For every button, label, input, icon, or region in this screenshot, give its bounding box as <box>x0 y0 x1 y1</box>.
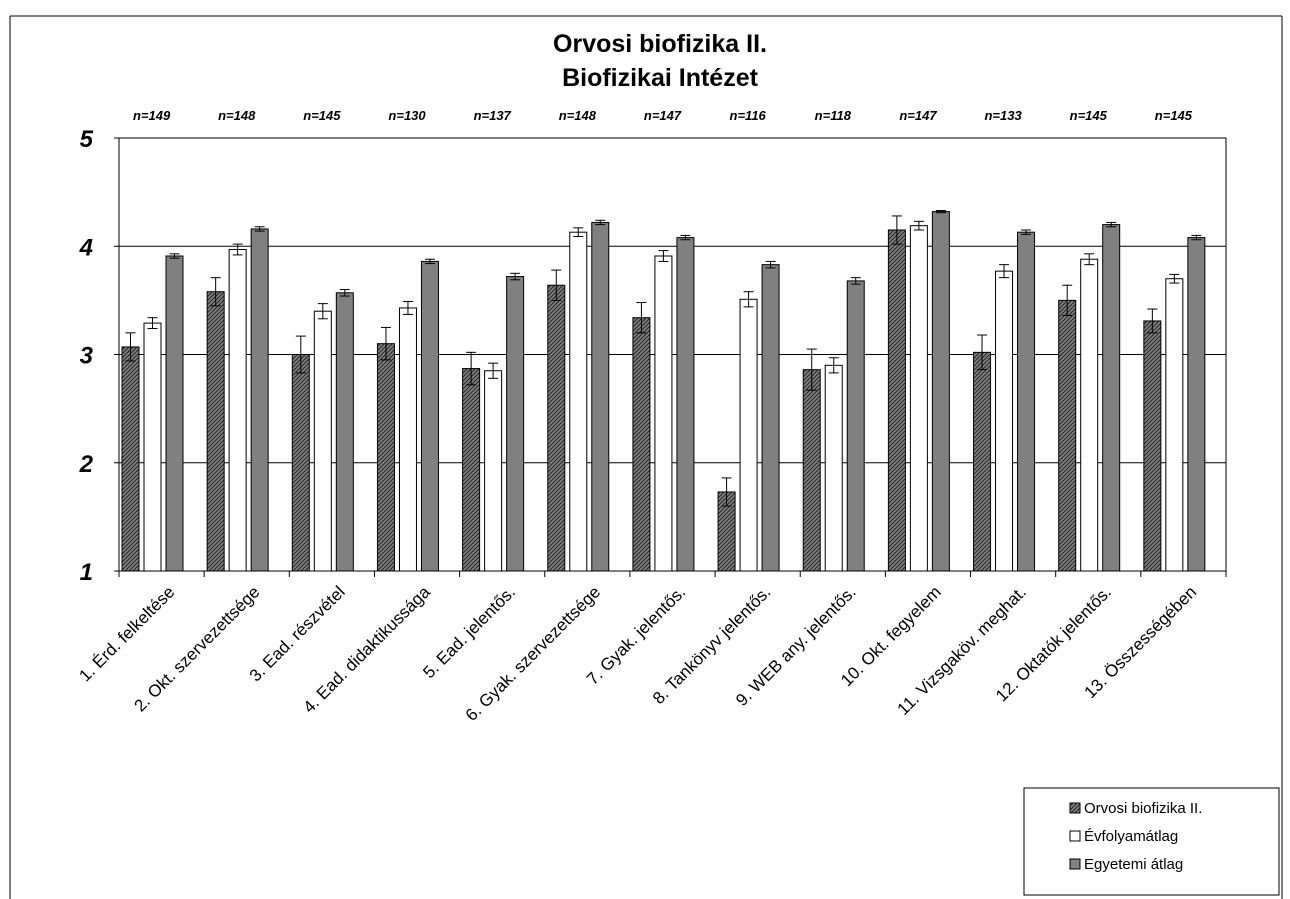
bar-series-2-4 <box>398 307 417 572</box>
x-tick-label-5: 5. Ead. jelentős. <box>419 582 519 682</box>
bar-series-2-6 <box>569 231 588 572</box>
bar-series-3-6 <box>591 221 610 572</box>
n-label-13: n=145 <box>1155 108 1193 123</box>
legend: Orvosi biofizika II. Évfolyamátlag Egyetem… <box>1023 787 1280 896</box>
bar-series-3-10 <box>931 211 950 572</box>
y-tick-label: 3 <box>80 343 94 370</box>
bar-series-3-2 <box>250 228 269 572</box>
legend-label-2: Évfolyamátlag <box>1084 828 1178 845</box>
bar-series-2-13 <box>1165 278 1184 572</box>
chart-title-line-2: Biofizikai Intézet <box>562 64 759 92</box>
bar-series-3-12 <box>1102 224 1121 572</box>
legend-label-3: Egyetemi átlag <box>1084 856 1183 873</box>
legend-box <box>1023 787 1280 896</box>
bar-series-3-7 <box>676 237 695 572</box>
n-label-6: n=148 <box>559 108 597 123</box>
n-label-8: n=116 <box>730 108 767 123</box>
bar-series-2-7 <box>654 255 673 572</box>
bar-series-1-11 <box>973 351 992 572</box>
n-label-4: n=130 <box>388 108 426 123</box>
bar-series-1-3 <box>291 354 310 572</box>
y-tick-label: 5 <box>80 126 94 153</box>
n-label-12: n=145 <box>1070 108 1108 123</box>
bar-series-2-8 <box>739 298 758 572</box>
n-label-7: n=147 <box>644 108 682 123</box>
bar-series-2-12 <box>1080 258 1099 572</box>
bar-series-3-9 <box>846 280 865 572</box>
bar-series-2-9 <box>824 364 843 572</box>
legend-swatch-3 <box>1069 858 1081 870</box>
bar-series-3-1 <box>165 255 184 572</box>
bar-series-3-11 <box>1017 231 1036 572</box>
bar-series-3-8 <box>761 264 780 572</box>
bar-series-3-3 <box>335 292 354 572</box>
bar-series-2-10 <box>909 225 928 572</box>
n-label-9: n=118 <box>815 108 852 123</box>
bar-series-1-10 <box>887 229 906 572</box>
n-label-2: n=148 <box>218 108 256 123</box>
bar-series-1-12 <box>1058 299 1077 572</box>
bar-series-1-13 <box>1143 320 1162 572</box>
bar-series-2-5 <box>484 370 503 572</box>
bar-series-3-4 <box>420 260 439 572</box>
bar-series-1-5 <box>462 368 481 572</box>
bar-series-1-1 <box>121 346 140 572</box>
bar-series-2-11 <box>995 270 1014 572</box>
bar-series-1-7 <box>632 317 651 572</box>
n-label-10: n=147 <box>899 108 937 123</box>
y-tick-label: 2 <box>79 451 94 478</box>
n-label-3: n=145 <box>303 108 341 123</box>
chart-title-line-1: Orvosi biofizika II. <box>553 30 767 58</box>
n-label-11: n=133 <box>984 108 1022 123</box>
bar-series-1-6 <box>547 284 566 572</box>
legend-items: Orvosi biofizika II. Évfolyamátlag Egyetem… <box>1069 800 1202 873</box>
axes <box>114 137 1227 577</box>
bar-series-3-5 <box>506 276 525 572</box>
bar-series-2-1 <box>143 322 162 572</box>
n-label-5: n=137 <box>474 108 512 123</box>
legend-swatch-1 <box>1069 802 1081 814</box>
bar-series-2-2 <box>228 248 247 572</box>
bar-series-1-9 <box>802 369 821 572</box>
bar-series-2-3 <box>313 310 332 572</box>
bar-series-3-13 <box>1187 237 1206 572</box>
y-tick-label: 1 <box>80 559 93 586</box>
bar-series-1-4 <box>376 343 395 572</box>
legend-swatch-2 <box>1069 830 1081 842</box>
legend-label-1: Orvosi biofizika II. <box>1084 800 1202 817</box>
y-tick-label: 4 <box>79 234 93 261</box>
bar-series-1-2 <box>206 291 225 572</box>
bars <box>121 210 1206 572</box>
n-label-1: n=149 <box>133 108 171 123</box>
